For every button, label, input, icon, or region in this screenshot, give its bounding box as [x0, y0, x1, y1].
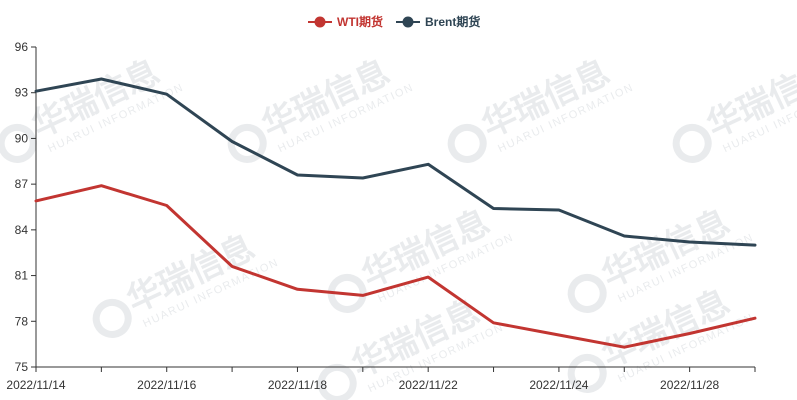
- y-tick-label: 75: [15, 360, 29, 374]
- legend-label: WTI期货: [337, 14, 383, 29]
- y-tick-label: 87: [15, 177, 29, 191]
- watermark-logo-icon: [567, 273, 607, 313]
- y-tick-label: 84: [15, 223, 29, 237]
- watermark-logo-icon: [0, 123, 37, 163]
- legend-marker-icon: [402, 16, 414, 28]
- watermark-logo-icon: [227, 123, 267, 163]
- x-tick-label: 2022/11/16: [137, 378, 196, 392]
- x-tick-label: 2022/11/14: [6, 378, 65, 392]
- y-tick-label: 90: [15, 131, 29, 145]
- axes: 75 78 81 84 87 90 93 96 2022/11/14 2022/11/16 2022…: [6, 40, 756, 392]
- legend[interactable]: WTI期货 Brent期货: [308, 14, 480, 29]
- watermark-logo-icon: [92, 298, 132, 338]
- legend-item-1[interactable]: WTI期货: [308, 14, 383, 29]
- x-tick-label: 2022/11/24: [529, 378, 588, 392]
- y-tick-label: 96: [15, 40, 29, 54]
- watermark-logo-icon: [672, 123, 712, 163]
- series-line-1: [34, 184, 757, 349]
- x-tick-label: 2022/11/28: [660, 378, 719, 392]
- x-tick-label: 2022/11/22: [399, 378, 458, 392]
- y-tick-label: 81: [15, 269, 29, 283]
- legend-marker-icon: [314, 16, 326, 28]
- series-layer: [34, 77, 757, 349]
- watermark-logo-icon: [327, 273, 367, 313]
- watermark-logo-icon: [317, 363, 357, 400]
- legend-item-2[interactable]: Brent期货: [396, 14, 480, 29]
- x-tick-label: 2022/11/18: [268, 378, 327, 392]
- series-line-2: [34, 77, 757, 247]
- watermark-logo-icon: [447, 123, 487, 163]
- y-tick-label: 93: [15, 86, 29, 100]
- y-tick-label: 78: [15, 314, 29, 328]
- legend-label: Brent期货: [425, 14, 480, 29]
